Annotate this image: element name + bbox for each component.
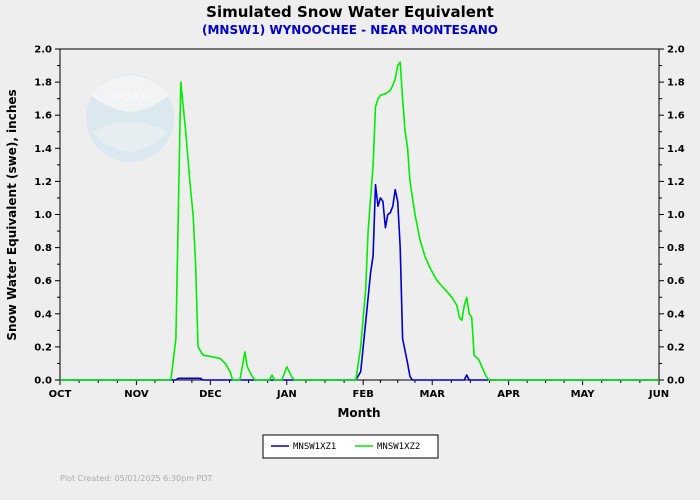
svg-text:NOAA: NOAA [111, 90, 150, 104]
y-tick-label-right: 0.2 [667, 342, 685, 353]
x-tick-label: JAN [276, 389, 297, 400]
y-tick-label-right: 1.0 [667, 210, 685, 221]
y-tick-label-right: 0.4 [667, 309, 685, 320]
y-tick-label-right: 0.6 [667, 276, 685, 287]
axis-ticks: OCT NOV DEC JAN FEB MAR APR MAY JUN 0.0 0.0 0.2 0.2 0… [34, 45, 684, 401]
y-tick-label-right: 1.4 [667, 144, 685, 155]
y-tick-label: 1.8 [34, 78, 52, 89]
y-tick-label: 1.4 [34, 144, 52, 155]
y-tick-label: 1.6 [34, 111, 52, 122]
x-tick-label: NOV [124, 389, 149, 400]
y-tick-label-right: 1.8 [667, 78, 685, 89]
legend: MNSW1XZ1 MNSW1XZ2 [262, 434, 439, 459]
x-tick-label: MAY [571, 389, 596, 400]
y-tick-label: 0.4 [34, 309, 52, 320]
legend-label-mnsw1xz1: MNSW1XZ1 [293, 442, 336, 452]
y-tick-label: 0.0 [34, 376, 52, 387]
y-tick-label-right: 2.0 [667, 45, 685, 56]
x-tick-label: APR [497, 389, 520, 400]
y-tick-label: 0.6 [34, 276, 52, 287]
x-tick-label: DEC [199, 389, 221, 400]
noaa-logo: NOAA [86, 74, 174, 162]
chart-subtitle: (MNSW1) WYNOOCHEE - NEAR MONTESANO [202, 23, 498, 37]
y-tick-label: 1.2 [34, 177, 52, 188]
y-tick-label: 2.0 [34, 45, 52, 56]
y-tick-label: 1.0 [34, 210, 52, 221]
plot-created-footer: Plot Created: 05/01/2025 6:30pm PDT [60, 474, 213, 483]
x-axis-label: Month [337, 406, 380, 420]
series-lines [60, 61, 659, 381]
legend-label-mnsw1xz2: MNSW1XZ2 [377, 442, 420, 452]
y-tick-label-right: 1.2 [667, 177, 685, 188]
y-tick-label: 0.2 [34, 342, 52, 353]
y-tick-label-right: 0.0 [667, 376, 685, 387]
x-tick-label: MAR [420, 389, 446, 400]
x-tick-label: JUN [648, 389, 669, 400]
y-axis-label: Snow Water Equivalent (swe), inches [5, 89, 19, 340]
x-tick-label: OCT [49, 389, 72, 400]
chart-title: Simulated Snow Water Equivalent [206, 3, 494, 21]
y-tick-label-right: 1.6 [667, 111, 685, 122]
y-tick-label-right: 0.8 [667, 243, 685, 254]
x-tick-label: FEB [353, 389, 374, 400]
y-tick-label: 0.8 [34, 243, 52, 254]
series-line-mnsw1xz2 [60, 61, 659, 381]
